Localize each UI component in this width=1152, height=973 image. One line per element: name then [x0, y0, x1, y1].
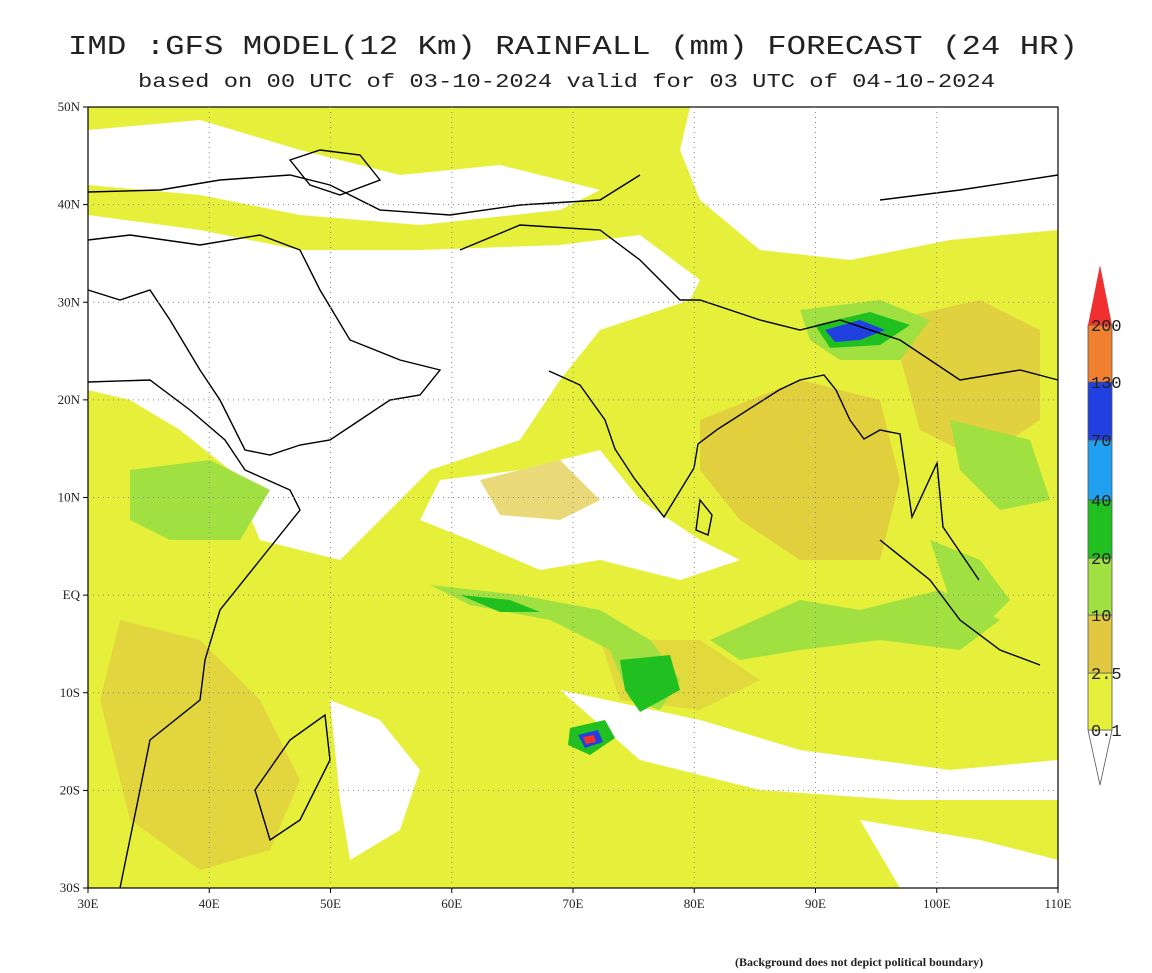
lon-tick-label: 110E: [1045, 896, 1072, 911]
legend-label: 130: [1091, 375, 1122, 394]
lon-tick-label: 30E: [78, 896, 99, 911]
colorbar: [1087, 265, 1113, 786]
lat-tick-label: 40N: [58, 197, 81, 212]
lat-tick-label: 10N: [58, 490, 81, 505]
legend-label: 70: [1091, 433, 1111, 452]
lon-tick-label: 50E: [320, 896, 341, 911]
legend-label: 20: [1091, 551, 1111, 570]
lon-tick-label: 100E: [923, 896, 951, 911]
lat-tick-label: 50N: [58, 99, 81, 114]
coastlines: [87, 149, 1059, 889]
lon-tick-label: 60E: [441, 896, 462, 911]
lat-tick-label: 30N: [58, 294, 81, 309]
lat-tick-label: 10S: [60, 685, 80, 700]
legend-label: 2.5: [1091, 666, 1122, 685]
lat-tick-label: 20S: [60, 782, 80, 797]
lon-tick-label: 90E: [805, 896, 826, 911]
lon-tick-label: 80E: [684, 896, 705, 911]
legend-label: 40: [1091, 493, 1111, 512]
lat-tick-label: EQ: [63, 587, 81, 602]
legend-label: 0.1: [1091, 723, 1122, 742]
subtitle: based on 00 UTC of 03-10-2024 valid for …: [138, 71, 995, 93]
lon-tick-label: 70E: [563, 896, 584, 911]
lat-tick-label: 30S: [60, 880, 80, 895]
lat-tick-label: 20N: [58, 392, 81, 407]
title: IMD :GFS MODEL(12 Km) RAINFALL (mm) FORE…: [68, 33, 1078, 63]
lon-tick-label: 40E: [199, 896, 220, 911]
footnote: (Background does not depict political bo…: [735, 955, 983, 969]
legend-label: 200: [1091, 318, 1122, 337]
legend-label: 10: [1091, 608, 1111, 627]
